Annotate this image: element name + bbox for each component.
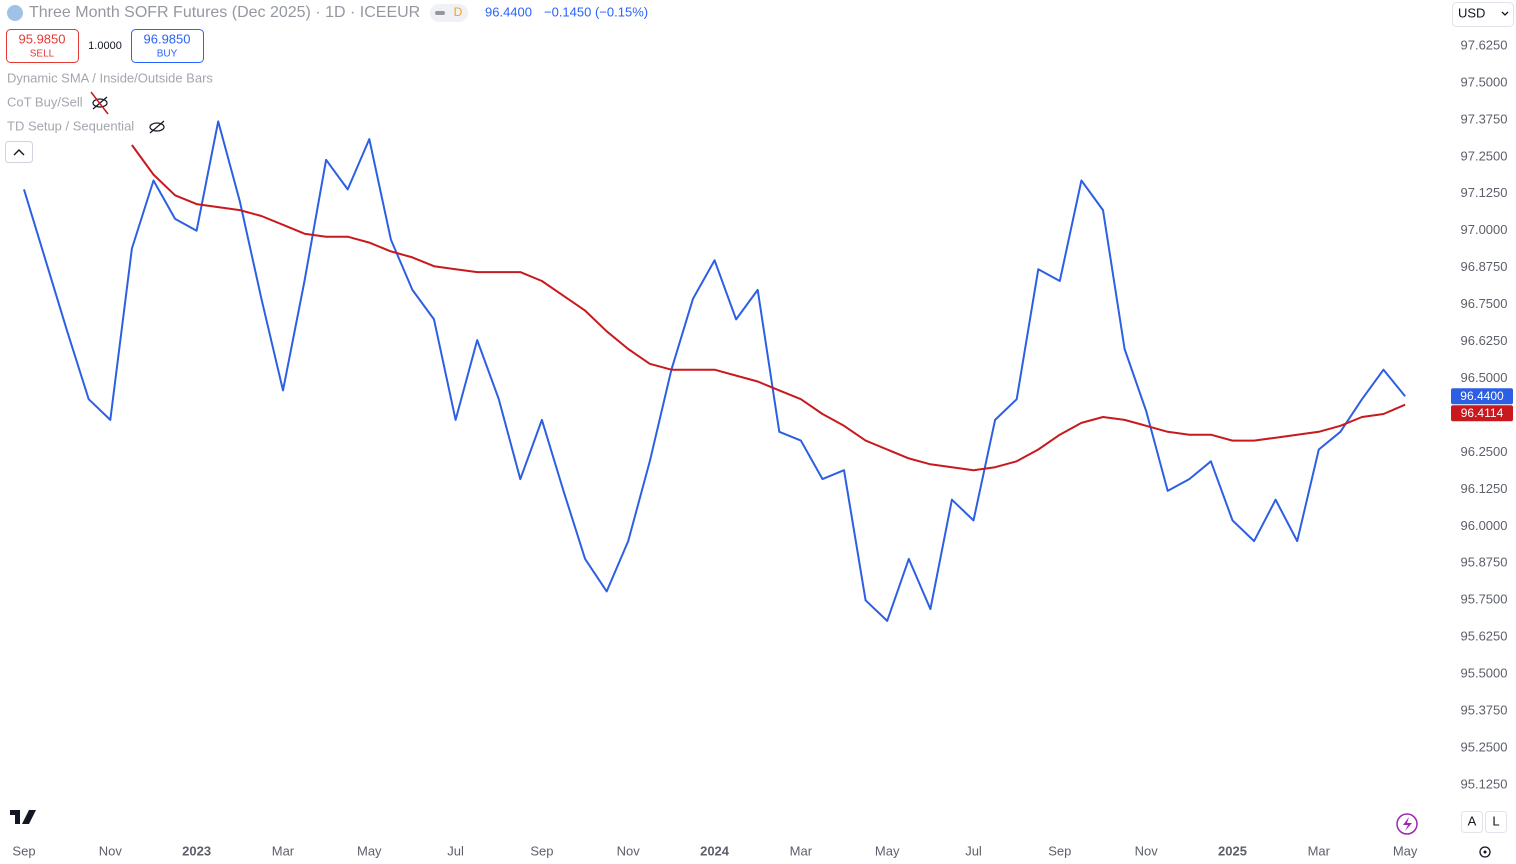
y-tick-label: 97.5000	[1461, 74, 1508, 89]
x-tick-label: May	[1393, 843, 1418, 858]
indicator[interactable]: Dynamic SMA / Inside/Outside Bars	[7, 70, 213, 85]
x-tick-label: Mar	[1308, 843, 1331, 858]
lightning-icon	[1403, 817, 1412, 831]
sell-label: SELL	[30, 49, 55, 60]
x-tick-label: Sep	[12, 843, 35, 858]
sell-price: 95.9850	[19, 31, 66, 46]
y-tick-label: 97.3750	[1461, 111, 1508, 126]
y-tick-label: 96.6250	[1461, 333, 1508, 348]
y-tick-label: 96.5000	[1461, 370, 1508, 385]
x-tick-label: May	[357, 843, 382, 858]
y-tick-label: 95.3750	[1461, 703, 1508, 718]
indicator-strike	[90, 91, 109, 115]
sell-button[interactable]	[6, 29, 79, 63]
y-tick-label: 97.6250	[1461, 37, 1508, 52]
dropdown-icon	[1501, 11, 1509, 16]
price-change: −0.1450 (−0.15%)	[544, 4, 648, 19]
y-tick-label: 95.1250	[1461, 776, 1508, 791]
auto-button[interactable]	[1461, 811, 1483, 833]
x-tick-label: 2025	[1218, 843, 1247, 858]
y-tick-label: 97.1250	[1461, 185, 1508, 200]
market-badge: D	[454, 5, 463, 19]
x-tick-label: Mar	[272, 843, 295, 858]
x-tick-label: Jul	[965, 843, 982, 858]
buy-label: BUY	[157, 49, 178, 60]
indicator[interactable]: TD Setup / Sequential	[7, 118, 134, 133]
y-tick-label: 97.2500	[1461, 148, 1508, 163]
x-tick-label: Sep	[1048, 843, 1071, 858]
auto-label: A	[1468, 813, 1477, 828]
y-tick-label: 97.0000	[1461, 222, 1508, 237]
x-tick-label: 2023	[182, 843, 211, 858]
y-tick-label: 95.2500	[1461, 739, 1508, 754]
x-tick-label: May	[875, 843, 900, 858]
x-tick-label: Mar	[790, 843, 813, 858]
buy-button[interactable]	[131, 29, 204, 63]
symbol-icon	[7, 5, 23, 21]
currency-select[interactable]	[1452, 2, 1514, 27]
y-tick-label: 95.5000	[1461, 666, 1508, 681]
last-value-box	[1451, 405, 1513, 422]
buy-price: 96.9850	[144, 31, 191, 46]
collapse-icon	[13, 149, 25, 156]
x-tick-label: 2024	[700, 843, 730, 858]
y-tick-label: 96.7500	[1461, 296, 1508, 311]
y-tick-label: 96.8750	[1461, 259, 1508, 274]
x-tick-label: Sep	[530, 843, 553, 858]
y-tick-label: 95.8750	[1461, 555, 1508, 570]
log-button[interactable]	[1485, 811, 1507, 833]
currency: USD	[1458, 5, 1485, 20]
x-tick-label: Jul	[447, 843, 464, 858]
logo[interactable]	[10, 810, 36, 824]
y-tick-label: 95.7500	[1461, 592, 1508, 607]
last-price: 96.4400	[485, 4, 532, 19]
y-tick-label: 95.6250	[1461, 629, 1508, 644]
hidden-icons	[92, 96, 165, 134]
price-line	[131, 144, 1406, 472]
last-value-label: 96.4114	[1461, 406, 1504, 420]
lightning-button[interactable]	[1396, 813, 1418, 835]
last-value-box	[1451, 388, 1513, 405]
badge-dash	[435, 11, 445, 15]
symbol-title[interactable]: Three Month SOFR Futures (Dec 2025) · 1D…	[29, 4, 420, 21]
collapse-button[interactable]	[5, 141, 33, 163]
x-tick-label: Nov	[1135, 843, 1159, 858]
x-tick-label: Nov	[617, 843, 641, 858]
quantity[interactable]: 1.0000	[88, 40, 122, 52]
indicator[interactable]: CoT Buy/Sell	[7, 94, 83, 109]
settings-button[interactable]	[1479, 846, 1491, 858]
x-tick-label: Nov	[99, 843, 123, 858]
y-tick-label: 96.0000	[1461, 518, 1508, 533]
price-line	[23, 120, 1406, 622]
log-label: L	[1492, 813, 1499, 828]
y-tick-label: 96.1250	[1461, 481, 1508, 496]
settings-dot	[1483, 850, 1487, 854]
y-tick-label: 96.2500	[1461, 444, 1508, 459]
last-value-label: 96.4400	[1460, 389, 1504, 403]
badge-bg	[430, 4, 468, 22]
